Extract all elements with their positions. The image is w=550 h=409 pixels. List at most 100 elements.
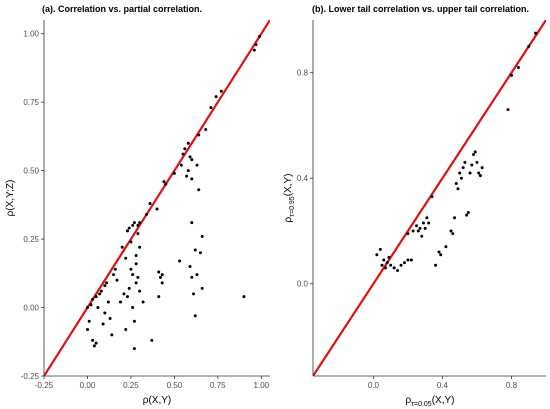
panel-b-title: (b). Lower tail correlation vs. upper ta… (312, 4, 529, 14)
pa-x-tick-label: 0.25 (123, 381, 139, 390)
pa-point (85, 306, 89, 310)
pb-x-tick-label: 0.0 (368, 381, 380, 390)
pb-y-tick-label: 0.4 (297, 174, 309, 183)
pb-point (465, 213, 469, 217)
pb-point (411, 229, 415, 233)
pb-point (461, 166, 465, 170)
pa-point (138, 221, 142, 225)
panel-b-plot-area (313, 20, 546, 376)
panel-b-x-label: ρτ=0.05(X,Y) (406, 395, 455, 408)
pa-x-tick-label: 0.50 (167, 381, 183, 390)
pa-point (120, 245, 124, 249)
pb-point (406, 258, 410, 262)
pb-point (416, 229, 420, 233)
panel-b-y-ticks: 0.0 0.4 0.8 (297, 69, 313, 289)
pb-point (382, 258, 386, 262)
pb-point (406, 232, 410, 236)
pa-point (204, 128, 208, 132)
pa-x-tick-label: -0.25 (35, 381, 54, 390)
pb-point (473, 150, 477, 154)
pa-point (145, 212, 149, 216)
pa-y-tick-label: 0.75 (23, 98, 39, 107)
pa-point (254, 43, 258, 47)
pb-point (516, 65, 520, 69)
pa-point (136, 223, 140, 227)
pb-point (527, 44, 531, 48)
pa-point (148, 201, 152, 205)
pa-x-tick-label: 1.00 (254, 381, 270, 390)
pa-point (129, 267, 133, 271)
pa-point (99, 289, 103, 293)
pb-point (439, 253, 443, 257)
pa-point (214, 95, 218, 99)
pb-point (463, 160, 467, 164)
pa-x-tick-label: 0.75 (210, 381, 226, 390)
pa-point (131, 223, 135, 227)
pa-point (106, 300, 110, 304)
pa-point (178, 259, 182, 263)
panel-a-plot-area (44, 20, 270, 376)
panel-a-x-label: ρ(X,Y) (143, 395, 171, 406)
pa-point (138, 245, 142, 249)
pb-point (421, 221, 425, 225)
pb-point (396, 269, 400, 273)
pb-point (418, 226, 422, 230)
pa-point (150, 338, 154, 342)
pa-y-tick-label: 0.00 (23, 304, 39, 313)
pa-point (129, 240, 133, 244)
pb-point (378, 247, 382, 251)
pb-point (475, 160, 479, 164)
pa-point (188, 155, 192, 159)
pb-point (451, 232, 455, 236)
pa-point (136, 232, 140, 236)
pa-point (141, 300, 145, 304)
pa-point (122, 292, 126, 296)
pa-point (186, 141, 190, 145)
pb-point (430, 195, 434, 199)
pa-point (108, 316, 112, 320)
pa-point (134, 281, 138, 285)
pa-point (198, 251, 202, 255)
pa-point (219, 89, 223, 93)
pb-point (392, 266, 396, 270)
pb-point (459, 176, 463, 180)
panel-b: (b). Lower tail correlation vs. upper ta… (283, 4, 546, 408)
pa-point (132, 319, 136, 323)
pa-point (197, 188, 201, 192)
pa-point (197, 133, 201, 137)
pa-point (193, 314, 197, 318)
pb-point (456, 187, 460, 191)
pa-point (190, 275, 194, 279)
pb-identity-line (313, 20, 546, 376)
pb-point (387, 255, 391, 259)
pb-point (420, 234, 424, 238)
pb-point (444, 245, 448, 249)
pa-point (113, 267, 117, 271)
pb-point (437, 250, 441, 254)
pb-point (477, 171, 481, 175)
pa-point (162, 180, 166, 184)
pb-point (472, 152, 476, 156)
pb-point (415, 224, 419, 228)
pb-point (454, 181, 458, 185)
pa-point (118, 300, 122, 304)
pa-point (195, 163, 199, 167)
pb-point (383, 266, 387, 270)
pa-point (94, 341, 98, 345)
panel-a: (a). Correlation vs. partial correlation… (5, 4, 270, 406)
panel-a-title: (a). Correlation vs. partial correlation… (42, 4, 202, 14)
pb-point (466, 211, 470, 215)
pa-point (125, 295, 129, 299)
pa-point (131, 273, 135, 277)
pa-point (132, 221, 136, 225)
pb-point (480, 166, 484, 170)
pb-point (389, 263, 393, 267)
pa-point (190, 221, 194, 225)
pa-point (112, 273, 116, 277)
pa-point (94, 295, 98, 299)
pa-point (200, 286, 204, 290)
pa-point (183, 147, 187, 151)
pb-point (425, 216, 429, 220)
pa-point (105, 281, 109, 285)
pa-point (179, 163, 183, 167)
